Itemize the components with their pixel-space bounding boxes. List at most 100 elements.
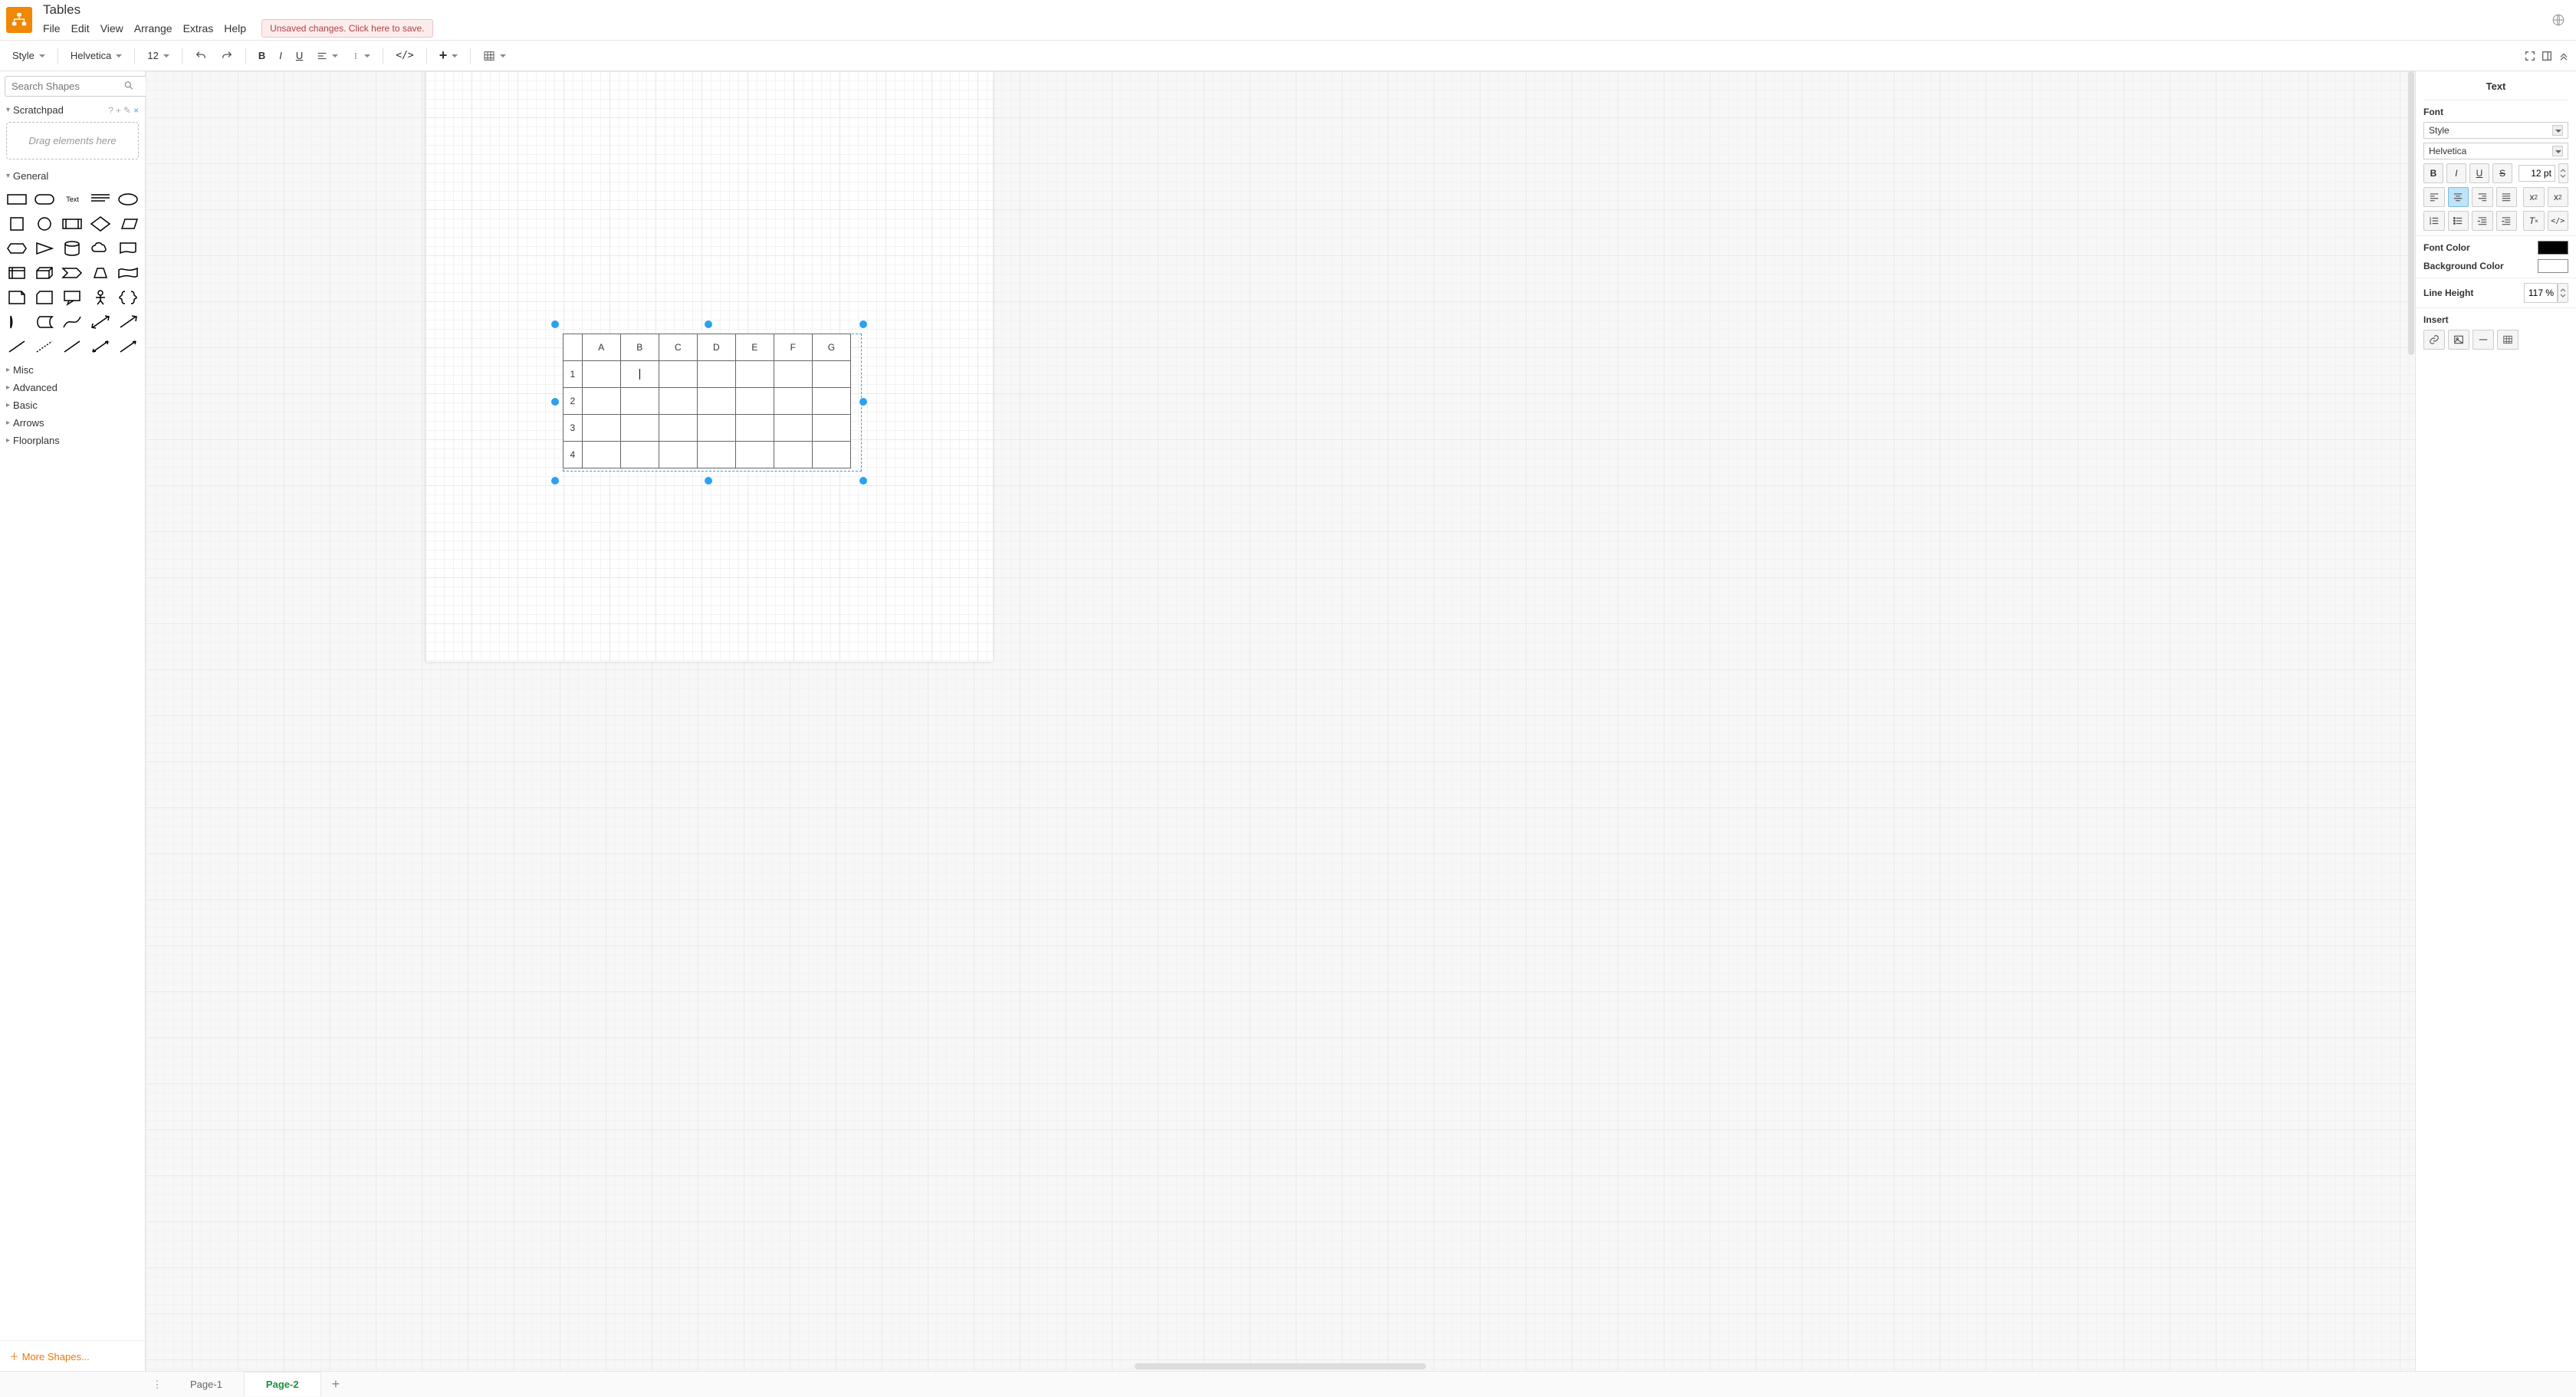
canvas-vertical-scrollbar[interactable] (2408, 71, 2414, 355)
outdent-button[interactable] (2472, 211, 2493, 231)
panel-strike-button[interactable]: S (2492, 163, 2512, 183)
resize-handle-w[interactable] (551, 398, 559, 406)
table-cell[interactable] (697, 442, 735, 468)
menu-file[interactable]: File (43, 21, 61, 36)
table-cell[interactable] (620, 388, 659, 415)
col-header[interactable]: G (812, 334, 850, 361)
shape-curve[interactable] (60, 312, 84, 332)
align-center-button[interactable] (2448, 187, 2469, 207)
resize-handle-s[interactable] (705, 477, 712, 485)
scratchpad-header[interactable]: ▾Scratchpad ? + ✎ × (0, 101, 145, 119)
panel-italic-button[interactable]: I (2446, 163, 2466, 183)
undo-button[interactable] (189, 46, 213, 66)
shape-triangle[interactable] (32, 238, 57, 258)
resize-handle-n[interactable] (705, 320, 712, 328)
html-button[interactable]: </> (389, 46, 419, 65)
row-header[interactable]: 4 (564, 442, 583, 468)
shape-cube[interactable] (32, 263, 57, 283)
col-header[interactable]: D (697, 334, 735, 361)
table-dropdown[interactable] (477, 46, 512, 66)
fullscreen-icon[interactable] (2524, 50, 2536, 62)
table-cell[interactable] (735, 388, 774, 415)
table-cell[interactable] (659, 442, 697, 468)
indent-button[interactable] (2496, 211, 2518, 231)
shape-trapezoid[interactable] (88, 263, 113, 283)
table-cell[interactable] (735, 361, 774, 388)
row-header[interactable]: 1 (564, 361, 583, 388)
shape-document[interactable] (116, 238, 140, 258)
shape-square[interactable] (5, 214, 29, 234)
search-icon[interactable] (123, 80, 134, 93)
scratchpad-help-icon[interactable]: ? (108, 105, 113, 116)
table-cell[interactable] (582, 415, 620, 442)
table-cell[interactable] (620, 442, 659, 468)
table-cell[interactable] (659, 415, 697, 442)
shape-dirline[interactable] (116, 337, 140, 357)
page-tab-menu[interactable]: ⋮ (146, 1379, 169, 1391)
resize-handle-e[interactable] (859, 398, 867, 406)
menu-help[interactable]: Help (224, 21, 246, 36)
col-header[interactable]: A (582, 334, 620, 361)
resize-handle-sw[interactable] (551, 477, 559, 485)
shape-process[interactable] (60, 214, 84, 234)
font-color-swatch[interactable] (2538, 241, 2568, 255)
panel-font-size-input[interactable] (2518, 165, 2555, 182)
subscript-button[interactable]: x2 (2523, 187, 2545, 207)
format-panel-icon[interactable] (2541, 50, 2553, 62)
section-arrows[interactable]: ▸Arrows (0, 414, 145, 432)
shape-diamond[interactable] (88, 214, 113, 234)
canvas-horizontal-scrollbar[interactable] (1135, 1363, 1426, 1369)
numbered-list-button[interactable]: 123 (2423, 211, 2445, 231)
panel-underline-button[interactable]: U (2469, 163, 2489, 183)
resize-handle-nw[interactable] (551, 320, 559, 328)
align-dropdown[interactable] (310, 47, 344, 65)
font-family-dropdown[interactable]: Helvetica (64, 46, 128, 65)
style-dropdown[interactable]: Style (6, 46, 51, 65)
insert-image-button[interactable] (2448, 330, 2469, 350)
table-cell[interactable] (774, 415, 812, 442)
panel-bold-button[interactable]: B (2423, 163, 2443, 183)
table-cell[interactable] (812, 361, 850, 388)
col-header[interactable]: F (774, 334, 812, 361)
shape-text[interactable]: Text (60, 189, 84, 209)
italic-button[interactable]: I (273, 46, 288, 65)
table-cell[interactable] (620, 415, 659, 442)
insert-table-button[interactable] (2497, 330, 2518, 350)
table-cell[interactable] (659, 361, 697, 388)
search-shapes-input[interactable] (5, 76, 167, 97)
page-tab[interactable]: Page-1 (169, 1372, 244, 1396)
shape-dashline[interactable] (32, 337, 57, 357)
underline-button[interactable]: U (290, 46, 309, 65)
shape-card[interactable] (32, 288, 57, 307)
section-basic[interactable]: ▸Basic (0, 396, 145, 414)
bullet-list-button[interactable] (2448, 211, 2469, 231)
shape-textbox[interactable] (88, 189, 113, 209)
more-shapes-button[interactable]: ＋ More Shapes... (0, 1340, 145, 1371)
section-general[interactable]: ▾General (0, 167, 145, 185)
document-title[interactable]: Tables (43, 2, 433, 19)
resize-handle-se[interactable] (859, 477, 867, 485)
format-tab-text[interactable]: Text (2423, 77, 2568, 100)
table-cell[interactable] (659, 388, 697, 415)
shape-step[interactable] (60, 263, 84, 283)
table-shape[interactable]: A B C D E F G 1 (563, 334, 851, 468)
shape-note[interactable] (5, 288, 29, 307)
shape-cloud[interactable] (88, 238, 113, 258)
clear-format-button[interactable]: T× (2523, 211, 2545, 231)
scratchpad-dropzone[interactable]: Drag elements here (6, 122, 139, 159)
section-misc[interactable]: ▸Misc (0, 361, 145, 379)
align-justify-button[interactable] (2496, 187, 2518, 207)
font-family-select[interactable]: Helvetica (2423, 143, 2568, 159)
insert-dropdown[interactable]: + (433, 44, 465, 67)
font-size-dropdown[interactable]: 12 (141, 46, 175, 65)
app-logo[interactable] (6, 7, 32, 33)
shape-curlybrace[interactable] (116, 288, 140, 307)
col-header[interactable]: C (659, 334, 697, 361)
insert-link-button[interactable] (2423, 330, 2445, 350)
add-page-button[interactable]: + (321, 1376, 351, 1392)
table-cell[interactable] (582, 442, 620, 468)
page-tab-active[interactable]: Page-2 (244, 1372, 321, 1396)
edit-html-button[interactable]: </> (2548, 211, 2569, 231)
bold-button[interactable]: B (252, 46, 271, 65)
table-cell[interactable] (582, 388, 620, 415)
